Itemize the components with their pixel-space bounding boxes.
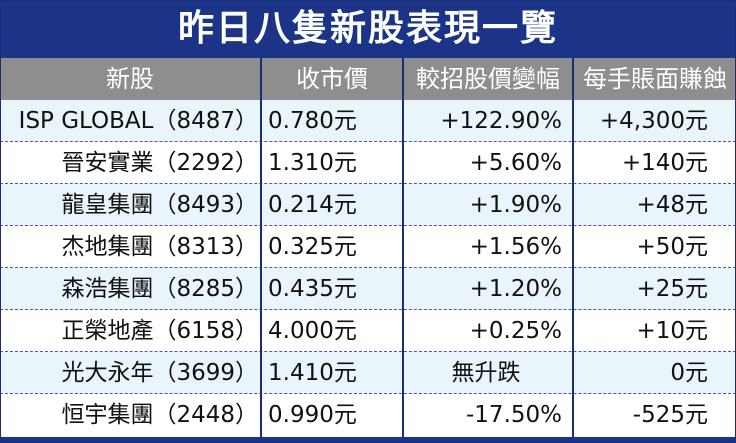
table-row: 龍皇集團（8493） 0.214元 +1.90% +48元	[0, 184, 736, 226]
table-title: 昨日八隻新股表現一覽	[0, 0, 736, 58]
table-row: 森浩集團（8285） 0.435元 +1.20% +25元	[0, 268, 736, 310]
table-row: 光大永年（3699） 1.410元 無升跌 0元	[0, 352, 736, 394]
header-lot-pnl: 每手賬面賺蝕	[583, 65, 727, 93]
close-price: 1.410元	[268, 360, 357, 386]
price-change: +1.20%	[469, 276, 562, 302]
column-divider	[572, 58, 574, 443]
close-price: 0.214元	[268, 192, 357, 218]
header-stock: 新股	[106, 65, 154, 93]
lot-pnl: +50元	[636, 234, 708, 260]
table-row: 杰地集團（8313） 0.325元 +1.56% +50元	[0, 226, 736, 268]
stock-name: 晉安實業（2292）	[61, 150, 258, 176]
row-divider	[0, 225, 736, 226]
stock-name: 森浩集團（8285）	[61, 276, 258, 302]
lot-pnl: -525元	[632, 402, 708, 428]
header-close-price: 收市價	[296, 65, 368, 93]
lot-pnl: 0元	[670, 360, 708, 386]
lot-pnl: +4,300元	[599, 108, 708, 134]
stock-name: 龍皇集團（8493）	[61, 192, 258, 218]
row-divider	[0, 183, 736, 184]
row-divider	[0, 141, 736, 142]
table-header: 新股 收市價 較招股價變幅 每手賬面賺蝕	[0, 58, 736, 100]
stock-name: 光大永年（3699）	[61, 360, 258, 386]
table-row: ISP GLOBAL（8487） 0.780元 +122.90% +4,300元	[0, 100, 736, 142]
price-change: +1.90%	[469, 192, 562, 218]
lot-pnl: +140元	[621, 150, 708, 176]
table-row: 晉安實業（2292） 1.310元 +5.60% +140元	[0, 142, 736, 184]
price-change: +1.56%	[469, 234, 562, 260]
close-price: 0.780元	[268, 108, 357, 134]
table-row: 恒宇集團（2448） 0.990元 -17.50% -525元	[0, 394, 736, 436]
row-divider	[0, 351, 736, 352]
price-change: +0.25%	[469, 318, 562, 344]
row-divider	[0, 309, 736, 310]
lot-pnl: +48元	[636, 192, 708, 218]
row-divider	[0, 267, 736, 268]
column-divider	[402, 58, 404, 443]
price-change: +5.60%	[469, 150, 562, 176]
header-change: 較招股價變幅	[416, 65, 560, 93]
close-price: 0.990元	[268, 402, 357, 428]
table-row: 正榮地產（6158） 4.000元 +0.25% +10元	[0, 310, 736, 352]
stock-name: 正榮地產（6158）	[61, 318, 258, 344]
stock-name: 杰地集團（8313）	[61, 234, 258, 260]
close-price: 0.325元	[268, 234, 357, 260]
price-change: -17.50%	[466, 402, 562, 428]
stock-name: 恒宇集團（2448）	[61, 402, 258, 428]
bottom-border	[0, 437, 736, 443]
row-divider	[0, 393, 736, 394]
close-price: 0.435元	[268, 276, 357, 302]
lot-pnl: +10元	[636, 318, 708, 344]
price-change: 無升跌	[451, 360, 521, 386]
close-price: 1.310元	[268, 150, 357, 176]
price-change: +122.90%	[440, 108, 562, 134]
close-price: 4.000元	[268, 318, 357, 344]
column-divider	[260, 58, 262, 443]
lot-pnl: +25元	[636, 276, 708, 302]
stock-name: ISP GLOBAL（8487）	[18, 108, 258, 134]
